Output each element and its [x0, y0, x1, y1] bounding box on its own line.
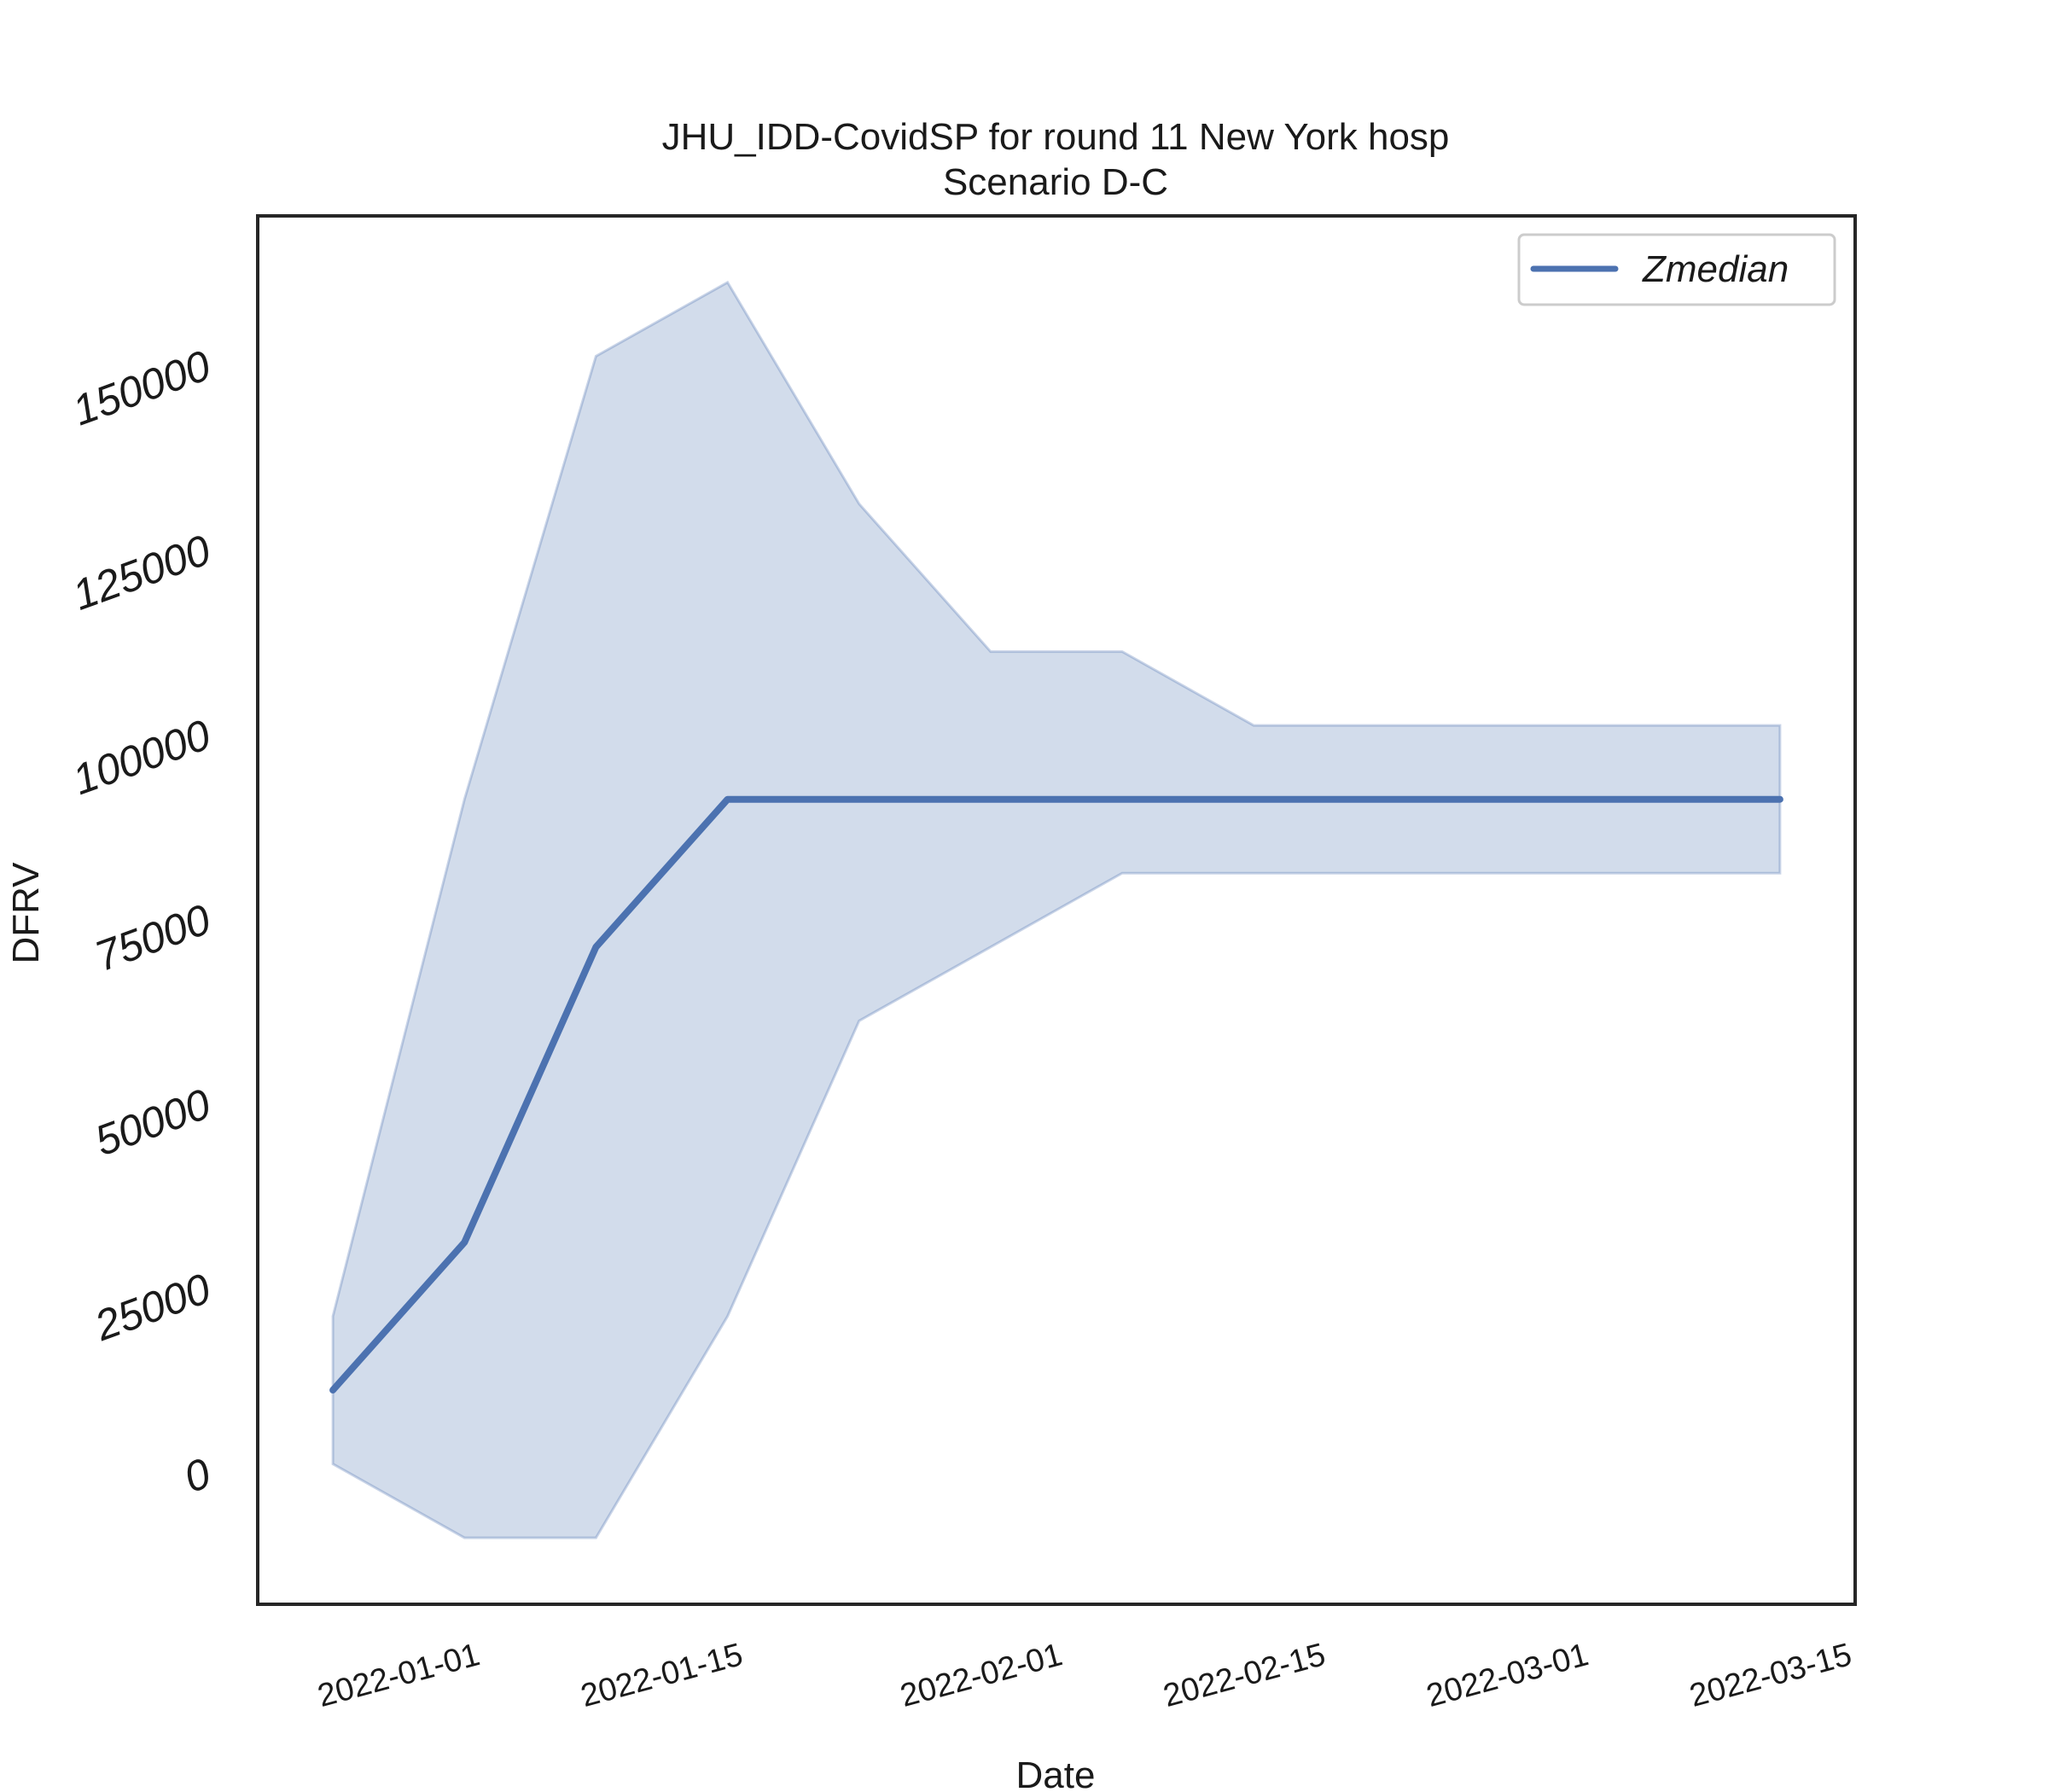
legend: Zmedian: [1517, 233, 1836, 306]
x-tick-label: 2022-01-15: [577, 1637, 747, 1714]
x-axis: 2022-01-01 2022-01-15 2022-02-01 2022-02-15…: [314, 1637, 1855, 1714]
y-tick-label: 25000: [88, 1265, 217, 1351]
y-tick-label: 75000: [89, 895, 217, 980]
y-axis: 0 25000 50000 75000 100000 125000 150000: [67, 341, 217, 1502]
chart-subtitle: Scenario D-C: [943, 161, 1168, 203]
x-tick-label: 2022-01-01: [314, 1637, 484, 1714]
x-tick-label: 2022-02-15: [1160, 1637, 1329, 1714]
y-tick-label: 150000: [67, 341, 217, 435]
y-axis-label: DFRV: [5, 862, 47, 964]
legend-box: [1517, 233, 1836, 306]
legend-label-zmedian: Zmedian: [1642, 248, 1789, 290]
y-tick-label: 100000: [67, 710, 217, 804]
x-tick-label: 2022-02-01: [897, 1637, 1067, 1714]
chart-title: JHU_IDD-CovidSP for round 11 New York ho…: [662, 116, 1450, 158]
plot-frame: [256, 214, 1857, 1606]
series-line-zmedian: [329, 795, 1783, 1393]
plot-area: [256, 214, 1857, 1606]
y-tick-label: 125000: [67, 526, 217, 620]
confidence-band: [331, 280, 1782, 1539]
x-tick-label: 2022-03-15: [1686, 1637, 1856, 1714]
y-tick-label: 0: [177, 1449, 216, 1502]
x-tick-label: 2022-03-01: [1423, 1637, 1592, 1714]
y-tick-label: 50000: [89, 1079, 217, 1165]
x-axis-label: Date: [1016, 1754, 1096, 1792]
